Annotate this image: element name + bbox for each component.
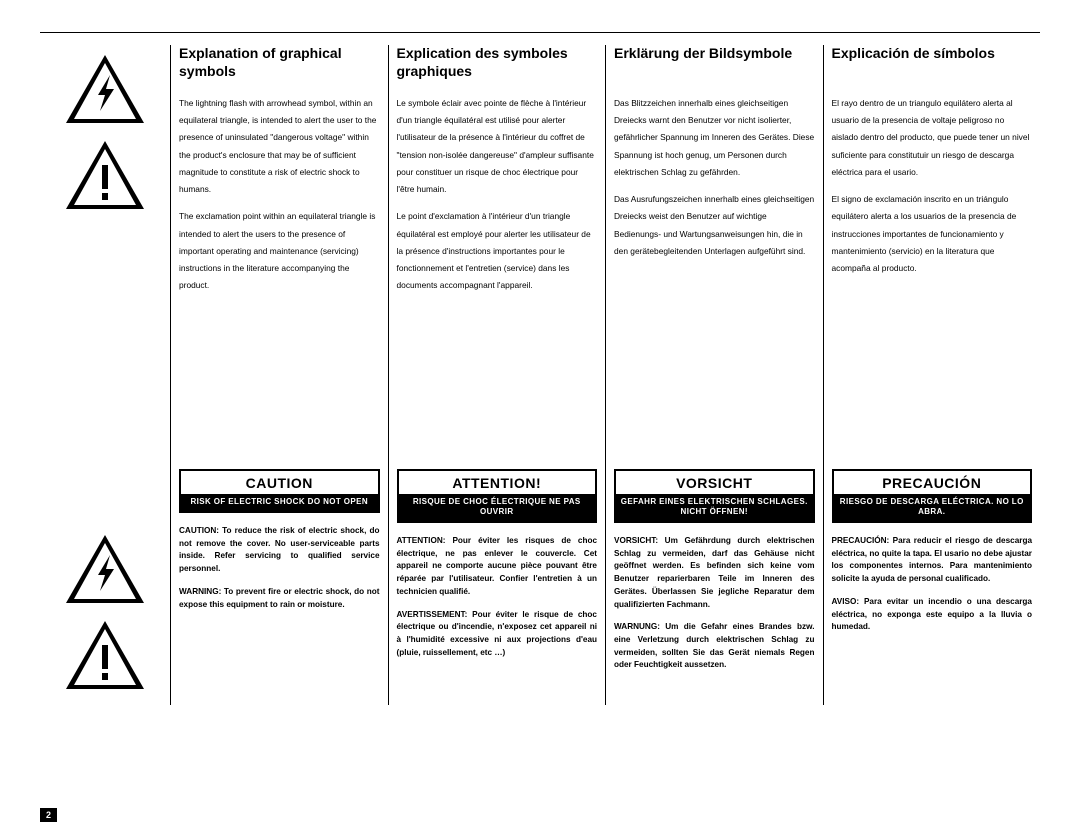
icon-column	[40, 45, 170, 705]
warning-es-1: PRECAUCIÓN: Para reducir el riesgo de de…	[832, 535, 1033, 586]
lightning-triangle-icon	[64, 53, 146, 125]
heading-en: Explanation of graphical symbols	[179, 45, 380, 81]
body-fr-2: Le point d'exclamation à l'intérieur d'u…	[397, 208, 598, 294]
body-es-1: El rayo dentro de un triangulo equiláter…	[832, 95, 1033, 181]
caution-box-es: PRECAUCIÓN RIESGO DE DESCARGA ELÉCTRICA.…	[832, 469, 1033, 523]
warning-fr-1: ATTENTION: Pour éviter les risques de ch…	[397, 535, 598, 599]
warning-es-2: AVISO: Para evitar un incendio o una des…	[832, 596, 1033, 634]
warning-en-1: CAUTION: To reduce the risk of electric …	[179, 525, 380, 576]
warning-de-1: VORSICHT: Um Gefährdung durch elektrisch…	[614, 535, 815, 611]
warning-fr-2: AVERTISSEMENT: Pour éviter le risque de …	[397, 609, 598, 660]
caution-box-en: CAUTION RISK OF ELECTRIC SHOCK DO NOT OP…	[179, 469, 380, 513]
lower-icon-group	[64, 533, 146, 705]
caution-title-de: VORSICHT	[616, 471, 813, 494]
heading-fr: Explication des symboles graphiques	[397, 45, 598, 81]
heading-de: Erklärung der Bildsymbole	[614, 45, 815, 81]
caution-title-fr: ATTENTION!	[399, 471, 596, 494]
caution-sub-fr: RISQUE DE CHOC ÉLECTRIQUE NE PAS OUVRIR	[399, 494, 596, 521]
column-de: Erklärung der Bildsymbole Das Blitzzeich…	[605, 45, 823, 705]
body-fr-1: Le symbole éclair avec pointe de flèche …	[397, 95, 598, 198]
upper-es: Explicación de símbolos El rayo dentro d…	[832, 45, 1033, 465]
heading-es: Explicación de símbolos	[832, 45, 1033, 81]
exclamation-triangle-icon	[64, 619, 146, 691]
page-grid: Explanation of graphical symbols The lig…	[40, 45, 1040, 705]
exclamation-triangle-icon	[64, 139, 146, 211]
caution-title-es: PRECAUCIÓN	[834, 471, 1031, 494]
upper-de: Erklärung der Bildsymbole Das Blitzzeich…	[614, 45, 815, 465]
top-rule	[40, 32, 1040, 33]
body-en-2: The exclamation point within an equilate…	[179, 208, 380, 294]
body-de-2: Das Ausrufungszeichen innerhalb eines gl…	[614, 191, 815, 260]
upper-en: Explanation of graphical symbols The lig…	[179, 45, 380, 465]
body-de-1: Das Blitzzeichen innerhalb eines gleichs…	[614, 95, 815, 181]
page-number: 2	[40, 808, 57, 822]
column-fr: Explication des symboles graphiques Le s…	[388, 45, 606, 705]
upper-fr: Explication des symboles graphiques Le s…	[397, 45, 598, 465]
body-en-1: The lightning flash with arrowhead symbo…	[179, 95, 380, 198]
column-es: Explicación de símbolos El rayo dentro d…	[823, 45, 1041, 705]
warning-en-2: WARNING: To prevent fire or electric sho…	[179, 586, 380, 611]
caution-box-fr: ATTENTION! RISQUE DE CHOC ÉLECTRIQUE NE …	[397, 469, 598, 523]
caution-box-de: VORSICHT GEFAHR EINES ELEKTRISCHEN SCHLA…	[614, 469, 815, 523]
lightning-triangle-icon	[64, 533, 146, 605]
warning-de-2: WARNUNG: Um die Gefahr eines Brandes bzw…	[614, 621, 815, 672]
caution-sub-en: RISK OF ELECTRIC SHOCK DO NOT OPEN	[181, 494, 378, 511]
upper-icon-group	[64, 53, 146, 473]
caution-title-en: CAUTION	[181, 471, 378, 494]
body-es-2: El signo de exclamación inscrito en un t…	[832, 191, 1033, 277]
content-columns: Explanation of graphical symbols The lig…	[170, 45, 1040, 705]
caution-sub-es: RIESGO DE DESCARGA ELÉCTRICA. NO LO ABRA…	[834, 494, 1031, 521]
column-en: Explanation of graphical symbols The lig…	[170, 45, 388, 705]
caution-sub-de: GEFAHR EINES ELEKTRISCHEN SCHLAGES. NICH…	[616, 494, 813, 521]
